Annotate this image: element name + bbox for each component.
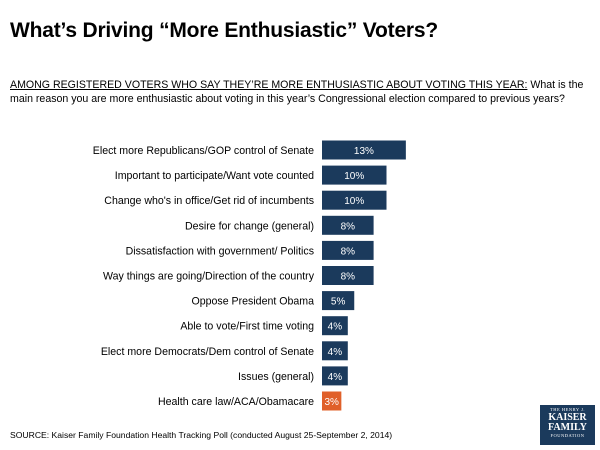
category-label: Health care law/ACA/Obamacare [158, 396, 314, 408]
logo-line-4: FOUNDATION [550, 433, 585, 438]
category-label: Change who's in office/Get rid of incumb… [104, 195, 314, 207]
data-label: 4% [328, 347, 343, 358]
logo-line-1: THE HENRY J. [550, 407, 585, 412]
bar [322, 316, 348, 336]
bar [322, 240, 374, 260]
category-label: Elect more Democrats/Dem control of Sena… [101, 346, 314, 358]
bar [322, 366, 348, 386]
question-prefix: AMONG REGISTERED VOTERS WHO SAY THEY’RE … [10, 79, 528, 91]
data-label: 13% [354, 146, 374, 157]
data-label: 4% [328, 322, 343, 333]
survey-question: AMONG REGISTERED VOTERS WHO SAY THEY’RE … [10, 78, 595, 106]
category-label: Way things are going/Direction of the co… [103, 271, 315, 283]
data-label: 10% [344, 171, 364, 182]
category-label: Able to vote/First time voting [180, 321, 314, 333]
bar [322, 215, 374, 235]
question-text: What is the main reason you are more ent… [10, 79, 584, 105]
kff-logo: THE HENRY J. KAISER FAMILY FOUNDATION [540, 405, 595, 445]
category-label: Desire for change (general) [185, 220, 314, 232]
bar [322, 341, 348, 361]
data-label: 8% [341, 272, 356, 283]
bar [322, 291, 355, 311]
source-note: SOURCE: Kaiser Family Foundation Health … [10, 430, 393, 440]
logo-line-3: FAMILY [548, 422, 587, 433]
category-label: Dissatisfaction with government/ Politic… [126, 245, 314, 257]
page-title: What’s Driving “More Enthusiastic” Voter… [10, 19, 438, 42]
logo-line-2: KAISER [548, 412, 587, 423]
bar [322, 266, 374, 285]
bar [322, 140, 406, 160]
category-label: Elect more Republicans/GOP control of Se… [93, 145, 314, 157]
bar [322, 391, 342, 411]
data-label: 8% [341, 246, 356, 257]
data-label: 5% [331, 297, 346, 308]
bar [322, 190, 387, 210]
category-label: Issues (general) [238, 371, 314, 383]
data-label: 10% [344, 196, 364, 207]
category-label: Important to participate/Want vote count… [115, 170, 314, 182]
bar [322, 165, 387, 185]
data-label: 4% [328, 372, 343, 383]
category-label: Oppose President Obama [192, 296, 315, 308]
data-label: 3% [324, 397, 339, 408]
data-label: 8% [341, 221, 356, 232]
